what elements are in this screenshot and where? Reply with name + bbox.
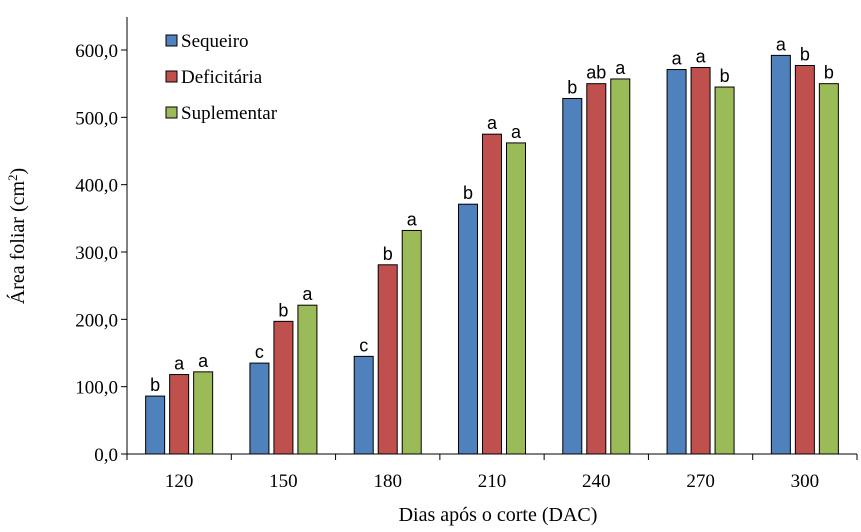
x-tick-label: 240	[582, 471, 611, 492]
legend-swatch	[165, 106, 178, 119]
bars	[145, 54, 839, 455]
bar	[666, 69, 687, 455]
x-tick-label: 210	[478, 471, 507, 492]
bar-significance-label: a	[302, 284, 313, 304]
bar	[458, 203, 478, 455]
bar	[297, 304, 318, 455]
legend: Sequeiro Deficitária Suplementar	[165, 31, 278, 124]
bar	[482, 133, 502, 455]
x-tick-label: 150	[269, 471, 298, 492]
bar-significance-label: a	[511, 122, 522, 142]
bar	[770, 54, 791, 455]
x-tick-label: 300	[791, 471, 820, 492]
bar	[714, 86, 735, 455]
bar	[353, 355, 374, 455]
bar-significance-label: ab	[586, 63, 606, 83]
y-tick-label: 200,0	[75, 310, 118, 331]
x-tick-label: 120	[165, 471, 194, 492]
bar	[193, 371, 214, 455]
y-tick-label: 500,0	[75, 108, 118, 129]
bar	[401, 229, 422, 455]
x-tick-label: 180	[373, 471, 402, 492]
y-tick-label: 400,0	[75, 176, 118, 197]
bar-significance-label: c	[359, 335, 368, 355]
bar-significance-label: b	[800, 44, 810, 64]
bar	[690, 67, 711, 455]
bar	[506, 142, 526, 455]
bar-significance-label: a	[174, 354, 185, 374]
bar-significance-label: b	[463, 183, 473, 203]
bar-significance-label: a	[696, 47, 707, 67]
bar	[610, 78, 631, 455]
y-tick-label: 0,0	[94, 445, 118, 466]
bar-significance-label: a	[407, 209, 418, 229]
bar-significance-label: b	[824, 63, 834, 83]
y-tick-label: 100,0	[75, 378, 118, 399]
bar-significance-label: a	[198, 351, 209, 371]
bar	[377, 264, 398, 455]
bar	[818, 83, 839, 455]
bar-significance-label: b	[278, 300, 288, 320]
legend-label: Suplementar	[181, 103, 278, 124]
bar-significance-label: a	[672, 49, 683, 69]
y-tick-label: 600,0	[75, 41, 118, 62]
bar-significance-label: b	[720, 66, 730, 86]
bar	[169, 374, 190, 455]
x-axis-title: Dias após o corte (DAC)	[399, 504, 598, 526]
bar	[586, 83, 607, 455]
bar-significance-label: c	[255, 342, 264, 362]
bar	[273, 320, 294, 455]
x-tick-label: 270	[686, 471, 715, 492]
bar-significance-label: a	[487, 113, 498, 133]
y-axis-title: Área foliar (cm2)	[5, 168, 30, 304]
legend-label: Sequeiro	[181, 31, 249, 52]
y-axis: 0,0 100,0 200,0 300,0 400,0 500,0 600,0	[75, 17, 128, 466]
y-tick-label: 300,0	[75, 243, 118, 264]
bar-significance-label: b	[383, 244, 393, 264]
bar	[794, 64, 815, 455]
bar	[562, 97, 583, 455]
legend-label: Deficitária	[181, 67, 263, 88]
bar-significance-label: b	[567, 77, 577, 97]
bar	[249, 362, 270, 455]
bar-significance-label: a	[776, 34, 787, 54]
legend-swatch	[165, 34, 178, 47]
bar-significance-label: a	[615, 58, 626, 78]
x-axis: 120 150 180 210 240 270 300	[126, 453, 858, 492]
legend-swatch	[165, 70, 178, 83]
bar-significance-label: b	[150, 375, 160, 395]
bar	[145, 395, 166, 455]
